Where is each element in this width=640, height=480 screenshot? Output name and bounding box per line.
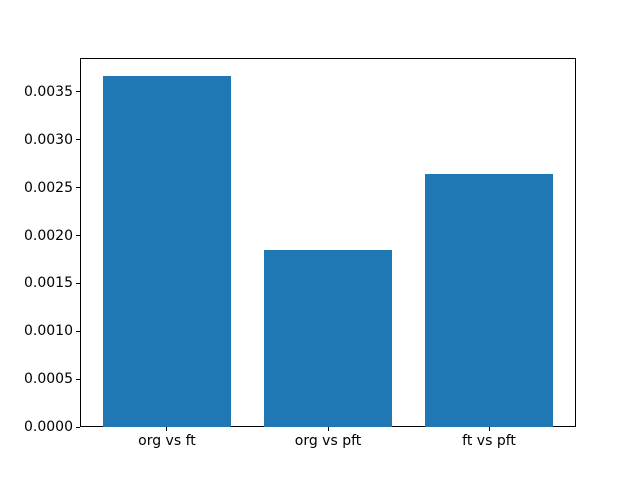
y-tick-mark: [76, 187, 80, 189]
y-tick-mark: [76, 426, 80, 428]
y-tick-label: 0.0010: [24, 323, 73, 340]
y-tick-label: 0.0005: [24, 371, 73, 388]
y-tick-label: 0.0015: [24, 275, 73, 292]
x-tick-mark: [166, 427, 168, 431]
y-tick-label: 0.0035: [24, 83, 73, 100]
x-tick-mark: [327, 427, 329, 431]
y-tick-label: 0.0000: [24, 419, 73, 435]
y-tick-mark: [76, 282, 80, 284]
y-tick-mark: [76, 91, 80, 93]
x-tick-mark: [488, 427, 490, 431]
bar-org-vs-ft: [102, 75, 232, 427]
x-tick-label: org vs pft: [294, 433, 362, 449]
y-tick-label: 0.0030: [24, 131, 73, 148]
bar-org-vs-pft: [263, 249, 393, 427]
x-tick-label: org vs ft: [138, 433, 196, 449]
y-tick-mark: [76, 139, 80, 141]
y-tick-label: 0.0025: [24, 179, 73, 196]
y-tick-label: 0.0020: [24, 227, 73, 244]
y-tick-mark: [76, 378, 80, 380]
x-tick-label: ft vs pft: [462, 433, 516, 449]
y-tick-mark: [76, 330, 80, 332]
bar-ft-vs-pft: [424, 174, 554, 427]
y-tick-mark: [76, 235, 80, 236]
